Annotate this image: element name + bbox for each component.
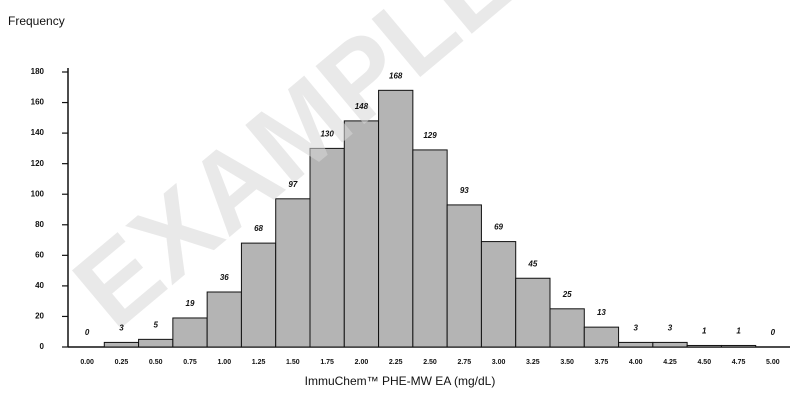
data-label: 0 xyxy=(85,328,90,337)
bar xyxy=(686,344,722,348)
x-tick-label: 0.00 xyxy=(80,359,94,366)
x-tick-label: 2.00 xyxy=(355,359,369,366)
bar xyxy=(309,147,345,348)
data-label: 19 xyxy=(186,299,195,308)
y-tick-label: 20 xyxy=(35,312,44,321)
data-label: 45 xyxy=(527,259,537,268)
x-tick-label: 0.75 xyxy=(183,359,197,366)
data-label: 36 xyxy=(220,273,229,282)
y-tick-label: 80 xyxy=(35,220,44,229)
x-tick-label: 4.50 xyxy=(697,359,711,366)
data-label: 13 xyxy=(597,308,606,317)
bar xyxy=(412,149,448,348)
data-label: 68 xyxy=(254,224,263,233)
x-tick-label: 4.75 xyxy=(732,359,746,366)
data-label: 3 xyxy=(633,324,638,333)
x-tick-label: 5.00 xyxy=(766,359,780,366)
bar xyxy=(206,291,242,348)
x-axis-title: ImmuChem™ PHE-MW EA (mg/dL) xyxy=(305,374,496,388)
y-tick-label: 100 xyxy=(31,189,45,198)
data-label: 3 xyxy=(668,324,673,333)
x-tick-label: 3.00 xyxy=(492,359,506,366)
x-tick-label: 0.25 xyxy=(115,359,129,366)
bar xyxy=(480,241,517,348)
x-tick-label: 2.25 xyxy=(389,359,403,366)
data-label: 129 xyxy=(423,131,437,140)
x-tick-label: 2.50 xyxy=(423,359,437,366)
data-label: 148 xyxy=(355,102,369,111)
y-tick-label: 120 xyxy=(31,159,45,168)
y-tick-label: 60 xyxy=(35,250,44,259)
x-tick-label: 4.25 xyxy=(663,359,677,366)
data-label: 1 xyxy=(736,327,741,336)
y-axis-title: Frequency xyxy=(8,14,65,28)
bar xyxy=(446,204,482,348)
x-tick-label: 2.75 xyxy=(457,359,471,366)
x-tick-label: 1.75 xyxy=(320,359,334,366)
data-label: 25 xyxy=(562,290,572,299)
bar xyxy=(652,341,688,348)
bar xyxy=(275,198,311,348)
x-tick-label: 0.50 xyxy=(149,359,163,366)
data-label: 3 xyxy=(119,324,124,333)
bar xyxy=(240,242,277,348)
data-label: 168 xyxy=(389,71,403,80)
bar xyxy=(515,277,551,348)
bar xyxy=(618,341,654,348)
data-label: 1 xyxy=(702,327,707,336)
bar xyxy=(138,338,174,348)
x-tick-label: 4.00 xyxy=(629,359,643,366)
x-tick-label: 3.75 xyxy=(595,359,609,366)
y-tick-label: 40 xyxy=(35,281,44,290)
y-tick-label: 0 xyxy=(40,342,45,351)
bar xyxy=(343,120,380,348)
y-tick-label: 180 xyxy=(31,67,45,76)
bar xyxy=(583,326,620,348)
x-tick-label: 3.25 xyxy=(526,359,540,366)
data-label: 5 xyxy=(153,320,158,329)
data-label: 93 xyxy=(460,186,469,195)
data-label: 130 xyxy=(320,129,334,138)
bar xyxy=(720,344,757,348)
x-tick-label: 1.00 xyxy=(217,359,231,366)
y-tick-label: 160 xyxy=(31,98,45,107)
x-tick-label: 3.50 xyxy=(560,359,574,366)
data-label: 0 xyxy=(771,328,776,337)
bar xyxy=(172,317,208,348)
x-tick-label: 1.25 xyxy=(252,359,266,366)
data-label: 97 xyxy=(288,180,297,189)
data-label: 69 xyxy=(494,223,503,232)
y-tick-label: 140 xyxy=(31,128,45,137)
x-tick-label: 1.50 xyxy=(286,359,300,366)
bar xyxy=(549,308,585,348)
